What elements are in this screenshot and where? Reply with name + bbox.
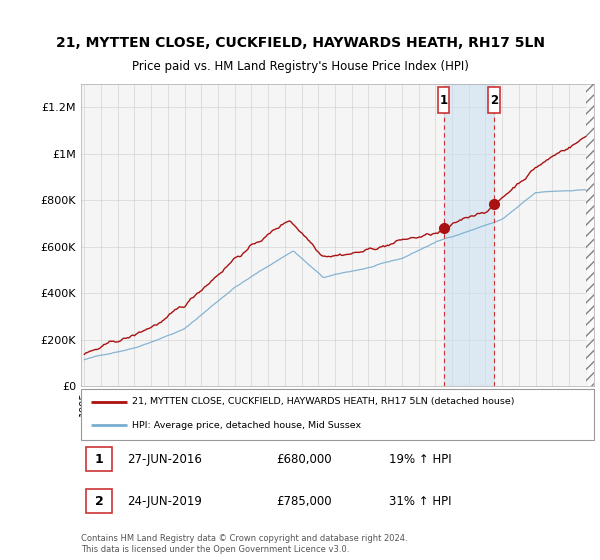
Text: 27-JUN-2016: 27-JUN-2016 [127, 452, 202, 465]
Text: 21, MYTTEN CLOSE, CUCKFIELD, HAYWARDS HEATH, RH17 5LN: 21, MYTTEN CLOSE, CUCKFIELD, HAYWARDS HE… [56, 36, 545, 50]
Text: HPI: Average price, detached house, Mid Sussex: HPI: Average price, detached house, Mid … [133, 421, 361, 430]
Text: 19% ↑ HPI: 19% ↑ HPI [389, 452, 451, 465]
Text: 24-JUN-2019: 24-JUN-2019 [127, 495, 202, 508]
FancyBboxPatch shape [86, 447, 112, 471]
FancyBboxPatch shape [81, 389, 594, 440]
Text: £785,000: £785,000 [276, 495, 332, 508]
Text: £680,000: £680,000 [276, 452, 332, 465]
Bar [443, 84, 494, 386]
Text: 21, MYTTEN CLOSE, CUCKFIELD, HAYWARDS HEATH, RH17 5LN (detached house): 21, MYTTEN CLOSE, CUCKFIELD, HAYWARDS HE… [133, 397, 515, 407]
FancyBboxPatch shape [488, 87, 500, 113]
FancyBboxPatch shape [86, 489, 112, 514]
Text: 2: 2 [490, 94, 498, 107]
Text: Price paid vs. HM Land Registry's House Price Index (HPI): Price paid vs. HM Land Registry's House … [131, 60, 469, 73]
Bar [586, 84, 594, 386]
Text: 31% ↑ HPI: 31% ↑ HPI [389, 495, 451, 508]
Text: Contains HM Land Registry data © Crown copyright and database right 2024.
This d: Contains HM Land Registry data © Crown c… [81, 534, 407, 554]
Text: 1: 1 [440, 94, 448, 107]
Text: 1: 1 [95, 452, 103, 465]
FancyBboxPatch shape [438, 87, 449, 113]
Text: 2: 2 [95, 495, 103, 508]
Bar [586, 84, 594, 386]
